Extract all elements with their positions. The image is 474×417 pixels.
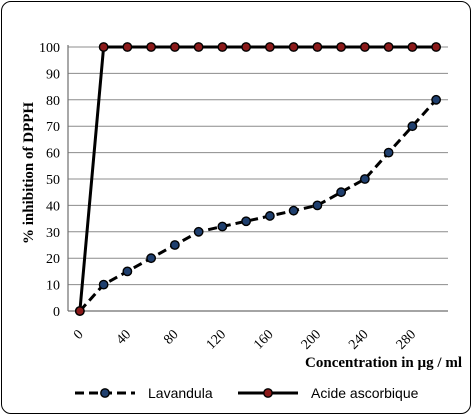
data-point	[241, 42, 252, 52]
series-acide-ascorbique	[74, 42, 442, 316]
legend: Lavandula Acide ascorbique	[75, 385, 419, 401]
x-axis-title: Concentration in µg / ml	[305, 355, 462, 371]
legend-item: Lavandula	[75, 385, 213, 401]
y-tick-label: 90	[46, 67, 60, 82]
x-tick-label: 160	[251, 327, 276, 352]
y-tick-label: 30	[46, 226, 60, 241]
data-point	[312, 42, 323, 52]
data-point	[122, 266, 133, 277]
x-tick-label: 0	[71, 327, 87, 343]
y-tick-label: 100	[39, 41, 60, 56]
data-point	[122, 42, 133, 52]
data-point	[98, 42, 109, 52]
x-tick-label: 40	[114, 327, 135, 348]
y-tick-label: 10	[46, 279, 60, 294]
y-tick-label: 0	[53, 305, 60, 320]
data-point	[264, 211, 275, 221]
series-line	[78, 98, 438, 313]
data-point	[407, 42, 418, 52]
data-point	[383, 42, 394, 52]
data-point	[98, 279, 109, 290]
data-point	[169, 42, 180, 52]
y-tick-label: 20	[46, 252, 60, 267]
y-tick-labels: 0 10 20 30 40 50 60 70 80 90 100	[39, 41, 60, 320]
y-axis-title: % inhibition of DPPH	[21, 102, 37, 244]
legend-item: Acide ascorbique	[238, 385, 419, 401]
data-point	[312, 200, 323, 211]
data-point	[336, 42, 347, 52]
x-tick-label: 120	[204, 327, 229, 352]
x-tick-label: 240	[346, 327, 371, 352]
y-tick-label: 70	[46, 120, 60, 135]
data-point	[431, 94, 442, 105]
data-point	[407, 121, 418, 132]
data-point	[193, 226, 204, 237]
series-line	[78, 45, 437, 312]
data-point	[431, 42, 442, 52]
series-lavandula	[74, 94, 442, 316]
data-point	[288, 42, 299, 52]
data-point	[146, 253, 157, 264]
axes	[67, 45, 448, 312]
data-point	[336, 187, 347, 198]
data-point	[146, 42, 157, 52]
legend-marker	[263, 388, 273, 398]
data-point	[74, 306, 85, 316]
legend-marker	[100, 388, 110, 398]
series-group	[74, 42, 442, 316]
data-point	[217, 42, 228, 52]
y-tick-label: 40	[46, 199, 60, 214]
x-tick-label: 280	[394, 327, 419, 352]
gridlines	[68, 46, 448, 286]
data-point	[359, 42, 370, 52]
legend-label: Lavandula	[148, 385, 213, 401]
y-tick-label: 60	[46, 147, 60, 162]
y-tick-label: 80	[46, 94, 60, 109]
y-tick-label: 50	[46, 173, 60, 188]
x-tick-labels: 0 40 80 120 160 200 240 280	[71, 327, 419, 352]
x-tick-label: 80	[161, 327, 182, 348]
legend-label: Acide ascorbique	[311, 385, 419, 401]
x-tick-label: 200	[299, 327, 324, 352]
data-point	[264, 42, 275, 52]
data-point	[288, 205, 299, 216]
data-point	[359, 174, 370, 184]
data-point	[193, 42, 204, 52]
data-point	[383, 147, 394, 158]
data-point	[169, 240, 180, 250]
data-point	[217, 221, 228, 232]
data-point	[241, 216, 252, 227]
